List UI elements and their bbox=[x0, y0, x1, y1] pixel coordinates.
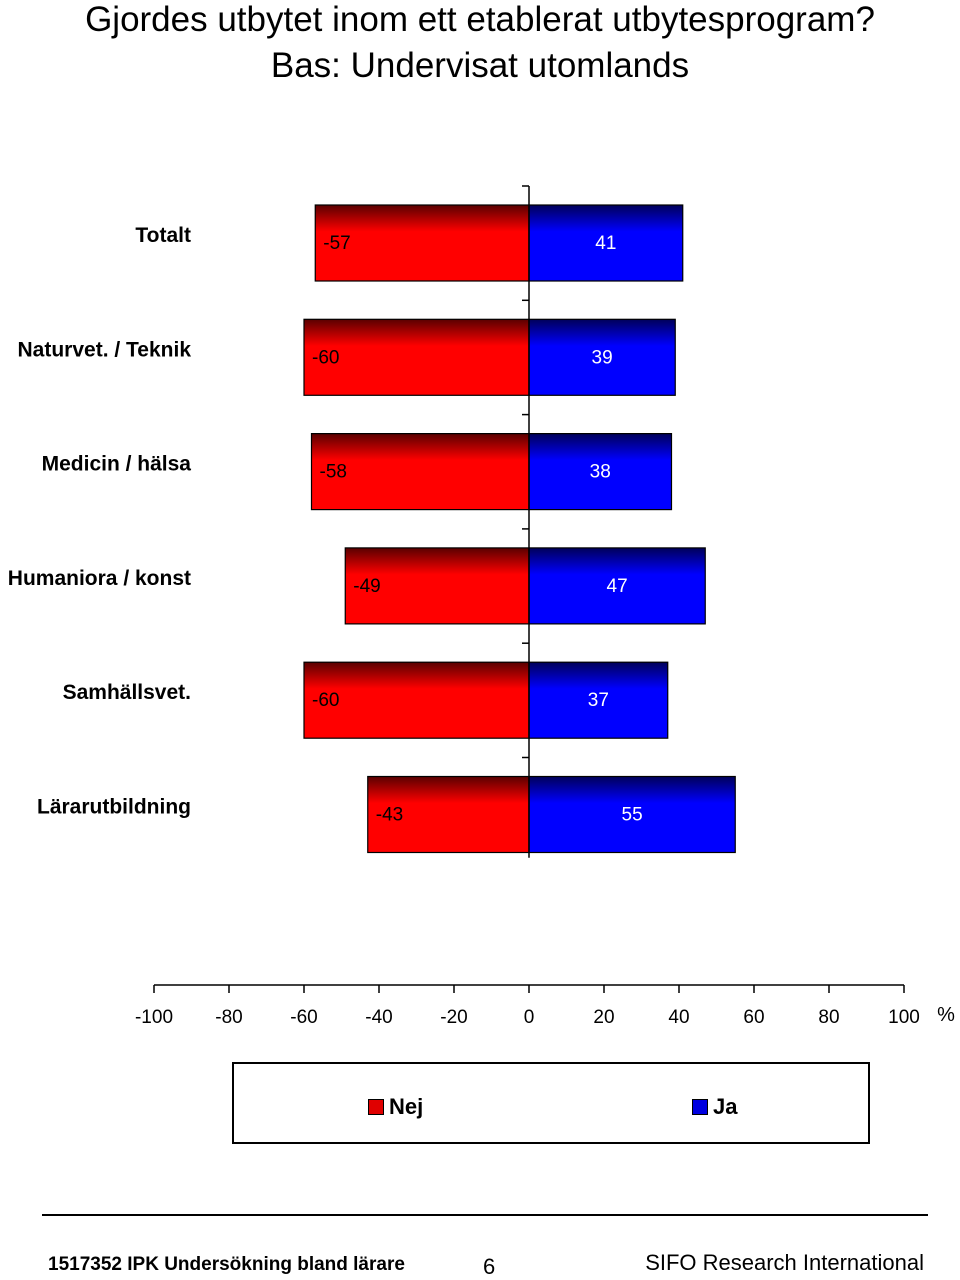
value-axis-unit: % bbox=[937, 1004, 955, 1026]
bar-ja-samha-llsvet bbox=[528, 661, 669, 739]
footer-divider bbox=[42, 1214, 928, 1216]
data-label-ja-la-rarutbildning: 55 bbox=[622, 805, 643, 826]
legend-item-nej: Nej bbox=[368, 1094, 423, 1120]
footer-company: SIFO Research International bbox=[645, 1250, 924, 1275]
data-label-ja-totalt: 41 bbox=[595, 233, 616, 254]
data-label-nej-naturvet-teknik: -60 bbox=[312, 347, 339, 368]
data-label-ja-naturvet-teknik: 39 bbox=[592, 347, 613, 368]
tick-label: -80 bbox=[215, 1007, 242, 1028]
bar-ja-medicin-ha-lsa bbox=[528, 433, 673, 511]
bar-nej-medicin-ha-lsa bbox=[310, 433, 530, 511]
data-label-ja-samha-llsvet: 37 bbox=[588, 690, 609, 711]
data-label-ja-medicin-ha-lsa: 38 bbox=[590, 462, 611, 483]
bar-ja-la-rarutbildning bbox=[528, 775, 736, 854]
data-label-nej-humaniora-konst: -49 bbox=[353, 576, 380, 597]
tick-label: 40 bbox=[668, 1007, 689, 1028]
bar-ja-naturvet-teknik bbox=[528, 318, 676, 396]
tick-label: 0 bbox=[524, 1007, 535, 1028]
tick-label: 20 bbox=[593, 1007, 614, 1028]
tick-label: -60 bbox=[290, 1007, 317, 1028]
chart-subtitle: Bas: Undervisat utomlands bbox=[270, 46, 690, 85]
category-label-humaniora-konst: Humaniora / konst bbox=[8, 567, 191, 590]
data-label-nej-medicin-ha-lsa: -58 bbox=[320, 462, 347, 483]
legend-swatch-nej bbox=[368, 1099, 384, 1115]
category-label-samha-llsvet: Samhällsvet. bbox=[63, 681, 191, 704]
bar-nej-samha-llsvet bbox=[303, 661, 530, 739]
data-label-nej-totalt: -57 bbox=[323, 233, 350, 254]
tick-label: -20 bbox=[440, 1007, 467, 1028]
data-label-ja-humaniora-konst: 47 bbox=[607, 576, 628, 597]
category-label-naturvet-teknik: Naturvet. / Teknik bbox=[18, 338, 192, 361]
legend-swatch-ja bbox=[692, 1099, 708, 1115]
footer-project: 1517352 IPK Undersökning bland lärare bbox=[48, 1254, 405, 1275]
data-label-nej-samha-llsvet: -60 bbox=[312, 690, 339, 711]
category-label-la-rarutbildning: Lärarutbildning bbox=[37, 796, 191, 819]
chart-title: Gjordes utbytet inom ett etablerat utbyt… bbox=[85, 0, 875, 39]
tick-label: 100 bbox=[888, 1007, 920, 1028]
category-label-totalt: Totalt bbox=[135, 224, 191, 247]
tick-label: -40 bbox=[365, 1007, 392, 1028]
tick-label: 60 bbox=[743, 1007, 764, 1028]
tick-label: -100 bbox=[135, 1007, 173, 1028]
bar-nej-humaniora-konst bbox=[344, 547, 530, 625]
bar-nej-totalt bbox=[314, 204, 530, 282]
legend-label-nej: Nej bbox=[389, 1094, 424, 1119]
diverging-bar-chart: -57 41 -60 39 -58 38 -49 47 -60 37 -43 55 Totalt Nat… bbox=[8, 185, 955, 1028]
category-label-medicin-ha-lsa: Medicin / hälsa bbox=[42, 453, 192, 476]
bar-nej-la-rarutbildning bbox=[367, 775, 530, 854]
legend-item-ja: Ja bbox=[692, 1094, 737, 1120]
tick-label: 80 bbox=[818, 1007, 839, 1028]
bar-ja-humaniora-konst bbox=[528, 547, 706, 625]
legend-label-ja: Ja bbox=[713, 1094, 738, 1119]
legend: Nej Ja bbox=[232, 1062, 870, 1144]
page-number: 6 bbox=[483, 1254, 496, 1279]
data-label-nej-la-rarutbildning: -43 bbox=[376, 805, 403, 826]
